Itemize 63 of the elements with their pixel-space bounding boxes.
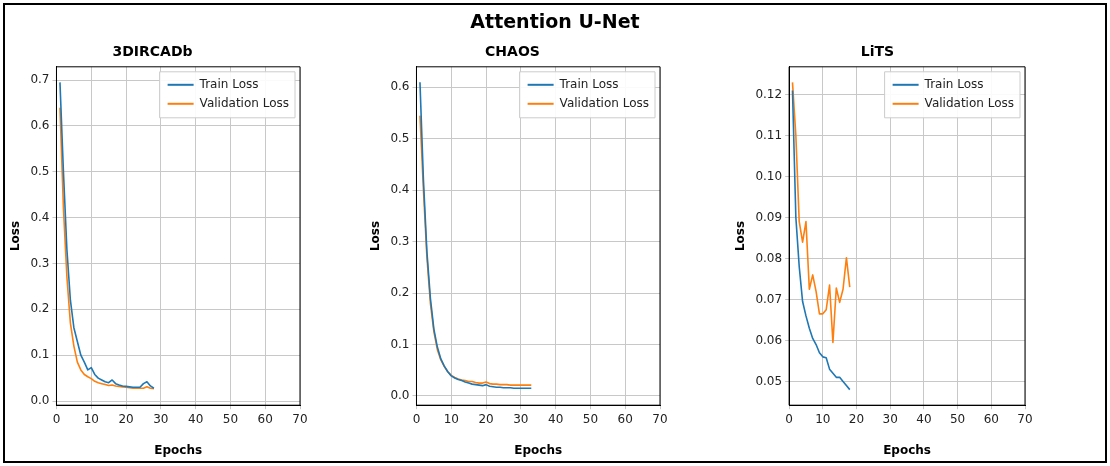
y-tick-label: 0.10 <box>755 168 783 183</box>
x-axis-title: Epochs <box>154 442 203 457</box>
x-tick-label: 70 <box>652 411 668 426</box>
x-tick-label: 30 <box>882 411 898 426</box>
y-tick-label: 0.5 <box>390 130 410 145</box>
text: Attention U-Net <box>469 10 641 32</box>
x-tick-label: 30 <box>513 411 529 426</box>
y-tick-label: 0.12 <box>755 86 783 101</box>
legend-label: Validation Loss <box>559 95 649 110</box>
y-tick-label: 0.4 <box>30 209 50 224</box>
y-tick-label: 0.2 <box>390 285 410 300</box>
y-tick-label: 0.6 <box>30 118 50 133</box>
x-tick-label: 20 <box>118 411 134 426</box>
y-tick-label: 0.3 <box>30 255 50 270</box>
y-tick-label: 0.1 <box>390 336 410 351</box>
y-tick-label: 0.05 <box>755 373 783 388</box>
legend-label: Validation Loss <box>199 95 289 110</box>
x-tick-label: 0 <box>785 411 793 426</box>
y-axis-title: Loss <box>8 220 23 252</box>
y-tick-label: 0.0 <box>30 393 50 408</box>
y-axis-title: Loss <box>368 220 383 252</box>
legend-label: Train Loss <box>923 76 984 91</box>
y-tick-label: 0.2 <box>30 301 50 316</box>
x-tick-label: 40 <box>548 411 564 426</box>
x-tick-label: 10 <box>815 411 831 426</box>
x-tick-label: 10 <box>443 411 459 426</box>
x-tick-label: 50 <box>582 411 599 426</box>
x-tick-label: 60 <box>257 411 273 426</box>
y-tick-label: 0.09 <box>755 209 783 224</box>
y-tick-label: 0.06 <box>755 332 783 347</box>
x-tick-label: 40 <box>188 411 204 426</box>
y-axis-title: Loss <box>733 220 748 252</box>
x-axis-title: Epochs <box>883 442 931 457</box>
legend-label: Train Loss <box>558 76 619 91</box>
x-tick-label: 70 <box>292 411 308 426</box>
chart-title: CHAOS <box>485 43 540 60</box>
x-tick-label: 20 <box>848 411 865 426</box>
x-tick-label: 50 <box>949 411 966 426</box>
y-tick-label: 0.4 <box>390 182 410 197</box>
legend-label: Validation Loss <box>924 95 1014 110</box>
x-tick-label: 50 <box>222 411 239 426</box>
y-tick-label: 0.5 <box>30 163 50 178</box>
legend-label: Train Loss <box>198 76 259 91</box>
x-tick-label: 30 <box>153 411 169 426</box>
y-tick-label: 0.11 <box>755 127 783 142</box>
x-tick-label: 40 <box>916 411 932 426</box>
x-tick-label: 60 <box>983 411 999 426</box>
chart-title: 3DIRCADb <box>112 43 193 60</box>
x-tick-label: 70 <box>1017 411 1033 426</box>
chart-title: LiTS <box>860 43 895 60</box>
y-tick-label: 0.6 <box>390 79 410 94</box>
x-tick-label: 20 <box>478 411 494 426</box>
y-tick-label: 0.07 <box>755 291 783 306</box>
y-tick-label: 0.1 <box>30 347 50 362</box>
y-tick-label: 0.0 <box>390 388 410 403</box>
x-axis-title: Epochs <box>514 442 563 457</box>
y-tick-label: 0.7 <box>30 72 50 87</box>
x-tick-label: 60 <box>617 411 633 426</box>
x-tick-label: 0 <box>52 411 61 426</box>
x-tick-label: 10 <box>83 411 99 426</box>
x-tick-label: 0 <box>412 411 421 426</box>
y-tick-label: 0.08 <box>755 250 783 265</box>
y-tick-label: 0.3 <box>390 233 410 248</box>
